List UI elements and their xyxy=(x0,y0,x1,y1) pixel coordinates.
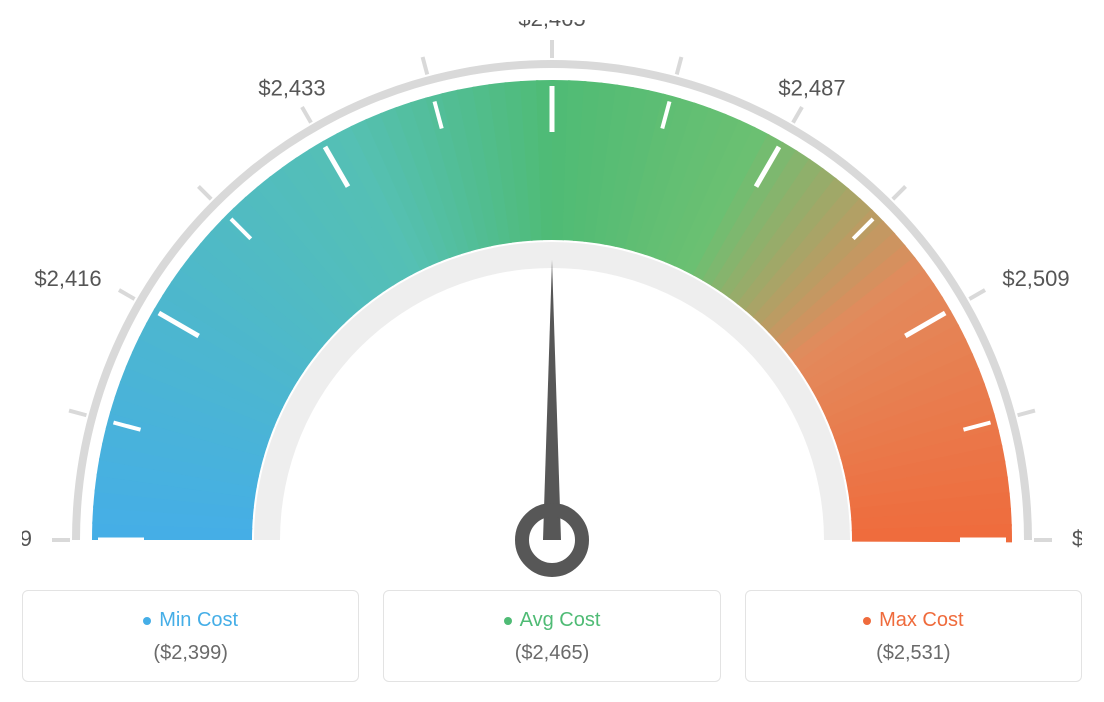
legend-title: Min Cost xyxy=(143,609,238,632)
legend-title-text: Avg Cost xyxy=(520,609,601,632)
legend-value: ($2,531) xyxy=(756,642,1071,665)
outer-tick xyxy=(423,57,428,74)
tick-label: $2,433 xyxy=(258,76,325,101)
tick-label: $2,416 xyxy=(34,266,101,291)
legend-title: Avg Cost xyxy=(504,609,601,632)
legend-card-min: Min Cost ($2,399) xyxy=(22,590,359,682)
outer-tick xyxy=(677,57,682,74)
outer-tick xyxy=(302,107,311,123)
tick-label: $2,399 xyxy=(22,526,32,551)
outer-tick xyxy=(893,186,906,199)
tick-label: $2,531 xyxy=(1072,526,1082,551)
legend-row: Min Cost ($2,399) Avg Cost ($2,465) Max Cost… xyxy=(22,590,1082,682)
cost-gauge-chart: $2,399 $2,416 $2,433 $2,465 $2,487 $2,509 $2,5… xyxy=(22,20,1082,580)
legend-title-text: Min Cost xyxy=(159,609,238,632)
tick-label: $2,487 xyxy=(778,76,845,101)
outer-tick xyxy=(69,411,86,416)
legend-card-avg: Avg Cost ($2,465) xyxy=(383,590,720,682)
legend-dot-icon xyxy=(143,617,151,625)
gauge-needle xyxy=(543,260,561,540)
legend-title: Max Cost xyxy=(863,609,963,632)
legend-value: ($2,399) xyxy=(33,642,348,665)
outer-tick xyxy=(1018,411,1035,416)
legend-title-text: Max Cost xyxy=(879,609,963,632)
tick-label: $2,509 xyxy=(1002,266,1069,291)
gauge-svg: $2,399 $2,416 $2,433 $2,465 $2,487 $2,509 $2,5… xyxy=(22,20,1082,580)
legend-card-max: Max Cost ($2,531) xyxy=(745,590,1082,682)
outer-tick xyxy=(969,290,985,299)
outer-tick xyxy=(198,186,211,199)
tick-label: $2,465 xyxy=(518,20,585,31)
outer-tick xyxy=(119,290,135,299)
legend-dot-icon xyxy=(863,617,871,625)
legend-dot-icon xyxy=(504,617,512,625)
legend-value: ($2,465) xyxy=(394,642,709,665)
outer-tick xyxy=(793,107,802,123)
